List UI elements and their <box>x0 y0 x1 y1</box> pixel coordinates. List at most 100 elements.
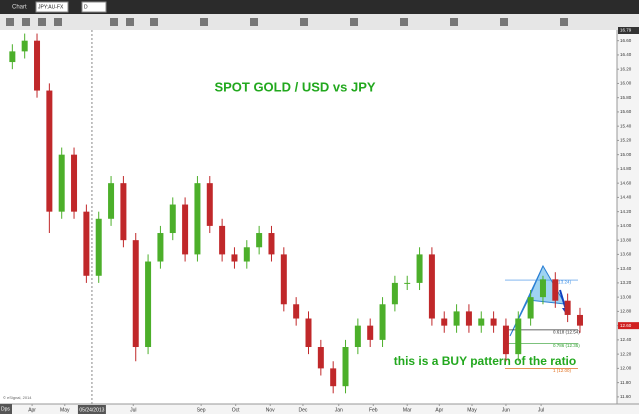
y-tick-label: 14.80 <box>620 166 632 171</box>
candle-body <box>539 279 546 298</box>
candle-body <box>71 154 78 212</box>
price-axis <box>617 30 639 404</box>
candle-body <box>490 318 497 326</box>
y-tick-label: 14.40 <box>620 195 632 200</box>
candle-body <box>145 261 152 348</box>
tool-icon[interactable] <box>54 18 62 26</box>
candle-body <box>46 90 53 212</box>
candle-body <box>95 218 102 276</box>
toolbar <box>0 14 639 30</box>
candle-body <box>219 225 226 255</box>
candle-body <box>9 51 16 63</box>
y-tick-label: 16.40 <box>620 52 632 57</box>
tool-icon[interactable] <box>200 18 208 26</box>
x-tick-label: Dec <box>298 407 307 413</box>
candle-body <box>465 311 472 326</box>
annotation: this is a BUY pattern of the ratio <box>394 354 576 368</box>
tool-icon[interactable] <box>126 18 134 26</box>
candle-body <box>379 304 386 340</box>
candle-body <box>502 325 509 355</box>
y-tick-label: 15.80 <box>620 95 632 100</box>
candle-body <box>453 311 460 326</box>
date-marker-box <box>77 405 106 414</box>
x-tick-label: Jun <box>502 407 510 413</box>
y-tick-label: 14.60 <box>620 180 632 185</box>
y-tick-label: 13.80 <box>620 237 632 242</box>
title-bar <box>0 0 639 14</box>
candle-body <box>194 183 201 255</box>
candle-body <box>108 183 115 219</box>
interval-box[interactable] <box>81 1 107 13</box>
symbol: JPY:AU-FX <box>38 4 64 10</box>
x-tick-label: Apr <box>28 407 36 413</box>
x-tick-label: Jul <box>538 407 544 413</box>
tool-icon[interactable] <box>450 18 458 26</box>
date-marker-label: 05/24/2013 <box>79 407 104 413</box>
x-tick-label: May <box>467 407 477 413</box>
last-price-label: 12.60 <box>620 323 632 328</box>
y-tick-label: 13.00 <box>620 294 632 299</box>
y-tick-label: 15.60 <box>620 109 632 114</box>
candle-body <box>330 368 337 387</box>
x-tick-label: Nov <box>266 407 275 413</box>
y-tick-label: 12.80 <box>620 309 632 314</box>
y-tick-label: 16.60 <box>620 38 632 43</box>
candle-body <box>342 347 349 387</box>
fib-label: 0.786 (12.35) <box>553 343 580 348</box>
y-tick-label: 15.40 <box>620 123 632 128</box>
y-tick-label: 16.00 <box>620 81 632 86</box>
candle-body <box>576 314 583 326</box>
corner-box <box>0 404 12 414</box>
candle-body <box>21 40 28 52</box>
window-title: Chart <box>12 5 27 11</box>
candle-body <box>280 254 287 305</box>
tool-icon[interactable] <box>38 18 46 26</box>
x-tick-label: Apr <box>435 407 443 413</box>
candle-body <box>243 247 250 262</box>
candle-body <box>83 211 90 276</box>
tool-icon[interactable] <box>22 18 30 26</box>
x-tick-label: Feb <box>369 407 378 413</box>
candle-body <box>478 318 485 326</box>
candle-body <box>552 279 559 301</box>
candle-body <box>527 297 534 319</box>
interval: D <box>84 4 88 10</box>
x-tick-label: Jul <box>130 407 136 413</box>
tool-icon[interactable] <box>150 18 158 26</box>
tool-icon[interactable] <box>560 18 568 26</box>
fib-label: 1 (12.00) <box>553 368 572 373</box>
candle-body <box>157 233 164 262</box>
time-axis <box>0 404 639 414</box>
candle-body <box>169 204 176 234</box>
tool-icon[interactable] <box>250 18 258 26</box>
copyright: © eSignal, 2014 <box>3 395 32 400</box>
y-tick-label: 13.20 <box>620 280 632 285</box>
tool-icon[interactable] <box>6 18 14 26</box>
candle-body <box>293 304 300 319</box>
candle-body <box>441 318 448 326</box>
tool-icon[interactable] <box>300 18 308 26</box>
candle-body <box>305 318 312 348</box>
tool-icon[interactable] <box>110 18 118 26</box>
y-tick-label: 16.20 <box>620 66 632 71</box>
y-tick-label: 15.20 <box>620 138 632 143</box>
x-tick-label: Oct <box>232 407 240 413</box>
last-price-box <box>618 322 639 330</box>
candle-body <box>34 40 41 91</box>
y-tick-label: 13.60 <box>620 252 632 257</box>
candle-body <box>428 254 435 319</box>
x-tick-label: Jan <box>335 407 343 413</box>
candle-body <box>317 347 324 369</box>
chart-title: SPOT GOLD / USD vs JPY <box>214 79 375 94</box>
tool-icon[interactable] <box>350 18 358 26</box>
candle-body <box>515 318 522 355</box>
y-tick-label: 12.20 <box>620 351 632 356</box>
symbol-box[interactable] <box>35 1 69 13</box>
y-tick-label: 14.20 <box>620 209 632 214</box>
tool-icon[interactable] <box>400 18 408 26</box>
tool-icon[interactable] <box>500 18 508 26</box>
candle-body <box>268 233 275 255</box>
fib-label: 0 (13.24) <box>553 280 572 285</box>
